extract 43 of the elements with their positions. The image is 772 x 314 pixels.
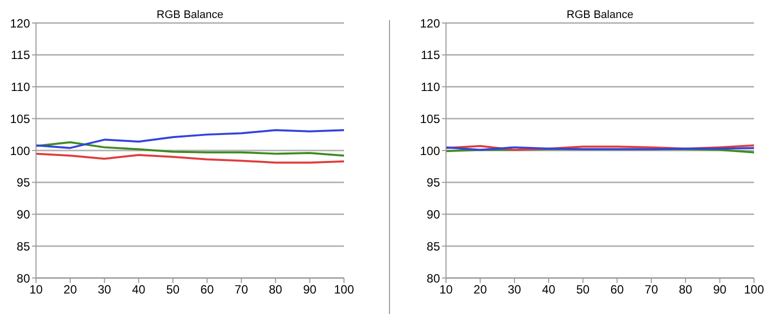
x-tick-label: 40 xyxy=(132,282,146,297)
y-tick-label: 100 xyxy=(420,144,440,158)
y-tick-label: 110 xyxy=(10,80,30,94)
y-tick-label: 80 xyxy=(16,271,30,286)
y-tick-label: 100 xyxy=(10,144,30,158)
x-tick-label: 30 xyxy=(508,282,522,297)
y-tick-label: 110 xyxy=(420,80,440,94)
y-tick-label: 95 xyxy=(16,176,30,190)
chart-title: RGB Balance xyxy=(156,9,224,21)
x-tick-label: 80 xyxy=(678,282,693,297)
y-tick-label: 105 xyxy=(10,112,30,126)
y-tick-label: 80 xyxy=(426,271,440,286)
y-tick-label: 95 xyxy=(426,176,440,190)
x-tick-label: 80 xyxy=(268,282,283,297)
y-tick-label: 115 xyxy=(10,48,30,62)
x-tick-label: 60 xyxy=(610,282,624,297)
line-series xyxy=(36,152,344,164)
x-tick-label: 30 xyxy=(98,282,112,297)
x-tick-label: 70 xyxy=(644,282,658,297)
y-tick-label: 90 xyxy=(16,208,30,222)
x-tick-label: 50 xyxy=(576,282,590,297)
chart-title: RGB Balance xyxy=(566,9,634,21)
line-series xyxy=(36,129,344,149)
y-tick-label: 90 xyxy=(426,208,440,222)
x-tick-label: 20 xyxy=(64,282,78,297)
x-tick-label: 100 xyxy=(744,282,764,297)
x-tick-label: 20 xyxy=(474,282,488,297)
y-tick-label: 85 xyxy=(16,239,30,254)
x-tick-label: 100 xyxy=(334,282,354,297)
x-tick-label: 60 xyxy=(200,282,214,297)
line-series xyxy=(36,141,344,157)
x-tick-label: 90 xyxy=(713,282,727,297)
x-tick-label: 50 xyxy=(166,282,180,297)
y-tick-label: 120 xyxy=(420,16,440,30)
x-tick-label: 10 xyxy=(439,282,453,297)
y-tick-label: 105 xyxy=(420,112,440,126)
y-tick-label: 115 xyxy=(420,48,440,62)
x-tick-label: 90 xyxy=(303,282,317,297)
x-tick-label: 70 xyxy=(234,282,248,297)
x-tick-label: 10 xyxy=(29,282,43,297)
y-tick-label: 120 xyxy=(10,16,30,30)
y-tick-label: 85 xyxy=(426,239,440,254)
x-tick-label: 40 xyxy=(542,282,556,297)
